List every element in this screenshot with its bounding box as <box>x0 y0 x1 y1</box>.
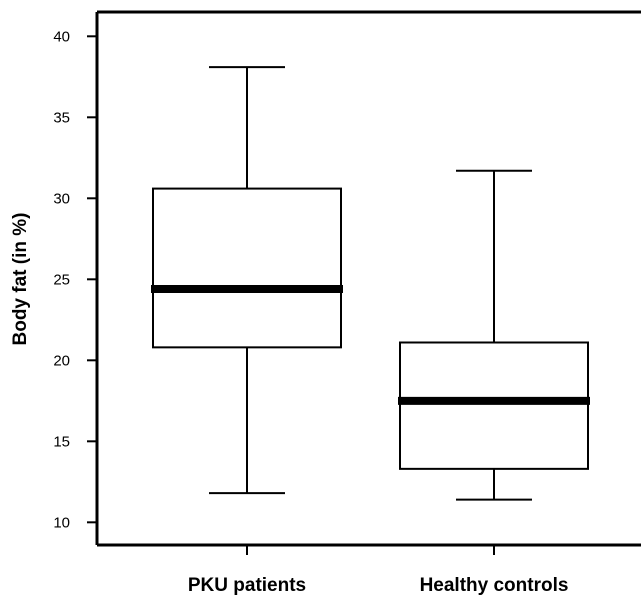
box-2 <box>398 169 590 501</box>
category-label-2: Healthy controls <box>420 575 569 596</box>
category-label-1: PKU patients <box>188 575 306 596</box>
box-1 <box>151 66 343 495</box>
y-tick-label-35: 35 <box>53 109 70 126</box>
y-tick-label-25: 25 <box>53 271 70 288</box>
y-axis-ticks: 10 15 20 25 30 35 40 <box>53 28 97 531</box>
y-tick-label-10: 10 <box>53 514 70 531</box>
y-tick-label-30: 30 <box>53 190 70 207</box>
boxes <box>151 66 590 501</box>
box-2-iqr-box <box>399 341 589 470</box>
y-tick-label-40: 40 <box>53 28 70 45</box>
y-tick-label-20: 20 <box>53 352 70 369</box>
y-axis-title: Body fat (in %) <box>10 213 31 346</box>
box-1-iqr-box <box>152 187 342 349</box>
x-axis-ticks: PKU patients Healthy controls <box>188 545 569 596</box>
y-tick-label-15: 15 <box>53 433 70 450</box>
